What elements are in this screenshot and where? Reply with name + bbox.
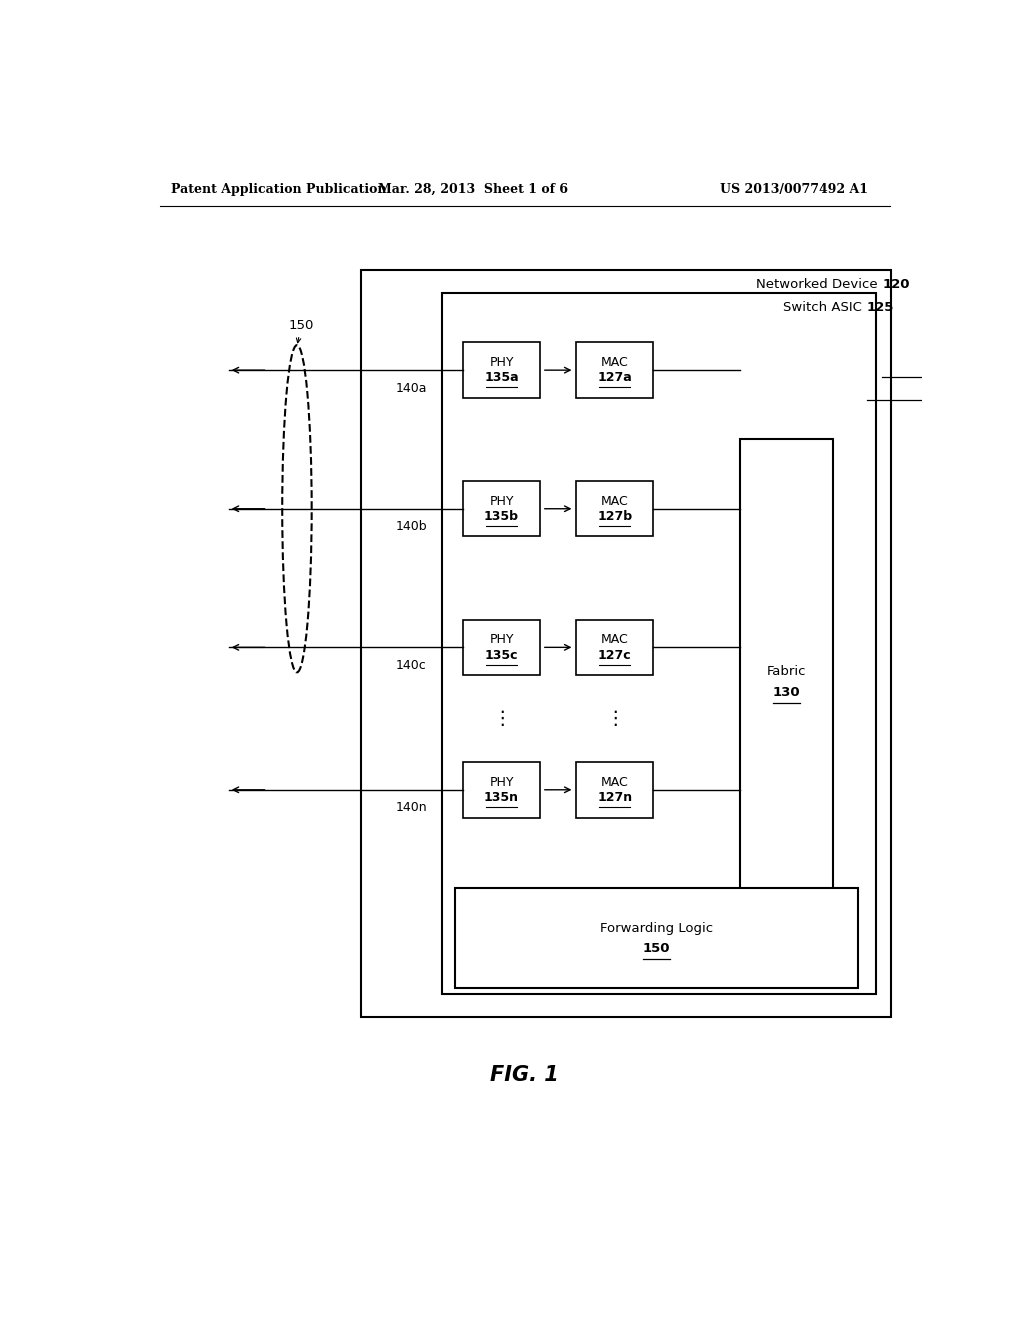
Text: PHY: PHY (489, 776, 514, 788)
Text: PHY: PHY (489, 495, 514, 508)
Text: 150: 150 (643, 942, 671, 954)
Bar (463, 342, 541, 397)
Text: 140a: 140a (395, 381, 427, 395)
Text: 127c: 127c (598, 648, 632, 661)
Text: 140n: 140n (395, 801, 427, 814)
Text: Fabric: Fabric (767, 665, 807, 678)
Text: ⋮: ⋮ (492, 709, 511, 729)
Text: 140c: 140c (395, 659, 426, 672)
Bar (455, 888, 858, 989)
Text: MAC: MAC (601, 776, 629, 788)
Text: 140b: 140b (395, 520, 427, 533)
Text: 120: 120 (882, 277, 909, 290)
Text: Patent Application Publication: Patent Application Publication (171, 183, 386, 197)
Bar (463, 619, 541, 675)
Text: Networked Device: Networked Device (756, 277, 882, 290)
Text: Forwarding Logic: Forwarding Logic (600, 921, 713, 935)
Text: 127a: 127a (597, 371, 632, 384)
Text: FIG. 1: FIG. 1 (490, 1065, 559, 1085)
Text: 135a: 135a (484, 371, 519, 384)
Bar (575, 762, 653, 817)
Bar (442, 293, 876, 994)
Text: 127n: 127n (597, 791, 632, 804)
Bar (575, 619, 653, 675)
Text: MAC: MAC (601, 634, 629, 647)
Text: 125: 125 (866, 301, 894, 314)
Bar (575, 480, 653, 536)
Text: Mar. 28, 2013  Sheet 1 of 6: Mar. 28, 2013 Sheet 1 of 6 (378, 183, 568, 197)
Bar (575, 342, 653, 397)
Text: 130: 130 (773, 685, 801, 698)
Text: ⋮: ⋮ (605, 709, 625, 729)
Text: Switch ASIC: Switch ASIC (783, 301, 866, 314)
Bar (740, 440, 834, 924)
Text: 135b: 135b (484, 510, 519, 523)
Text: MAC: MAC (601, 495, 629, 508)
Bar (463, 480, 541, 536)
Text: PHY: PHY (489, 356, 514, 370)
Text: 150: 150 (288, 319, 313, 333)
Text: 135c: 135c (484, 648, 518, 661)
Text: 135n: 135n (484, 791, 519, 804)
Text: MAC: MAC (601, 356, 629, 370)
Text: 127b: 127b (597, 510, 632, 523)
Text: PHY: PHY (489, 634, 514, 647)
Bar (463, 762, 541, 817)
Bar (360, 271, 891, 1016)
Text: US 2013/0077492 A1: US 2013/0077492 A1 (720, 183, 868, 197)
